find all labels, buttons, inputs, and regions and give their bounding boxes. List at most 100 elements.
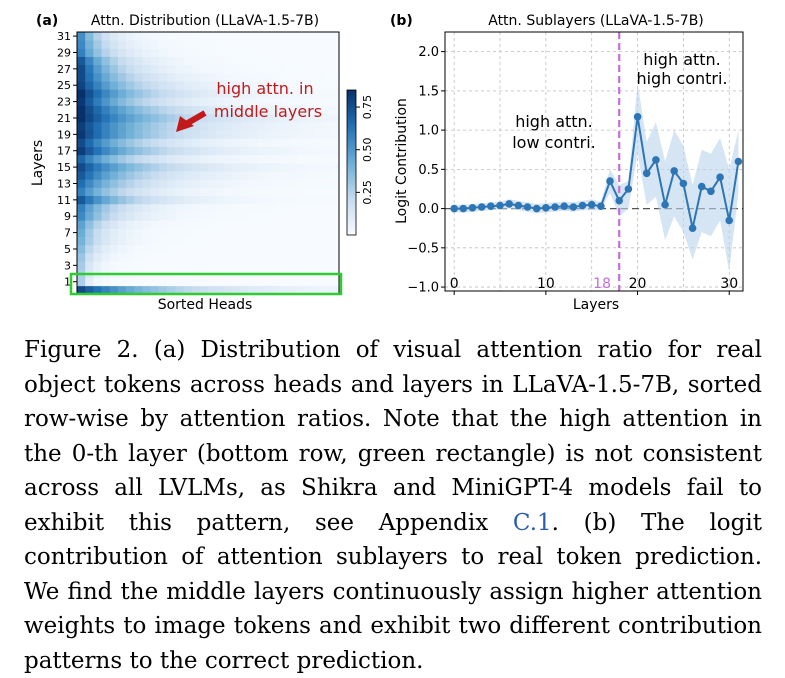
heatmap-cell: [85, 56, 94, 66]
heatmap-cell: [240, 64, 250, 74]
heatmap-cell: [117, 130, 127, 139]
appendix-link[interactable]: C.1: [512, 509, 552, 536]
heatmap-cell: [298, 195, 307, 205]
heatmap-cell: [191, 81, 201, 90]
heatmap-cell: [330, 40, 340, 49]
line-x-label: Layers: [573, 297, 619, 313]
heatmap-cell: [109, 113, 119, 123]
heatmap-cell: [265, 228, 274, 237]
heatmap-cell: [191, 171, 201, 180]
heatmap-cell: [248, 138, 258, 147]
heatmap-cell: [281, 64, 291, 74]
heatmap-cell: [117, 179, 127, 188]
heatmap-cell: [183, 146, 192, 156]
data-point: [487, 202, 495, 210]
series-line: [454, 116, 740, 229]
heatmap-cell: [77, 220, 86, 229]
data-point: [707, 187, 715, 196]
heatmap-cell: [167, 56, 176, 66]
heatmap-cell: [240, 105, 250, 115]
line-x-tick-label: 20: [629, 276, 647, 292]
heatmap-cell: [289, 179, 299, 188]
heatmap-cell: [273, 40, 282, 49]
heatmap-cell: [224, 228, 233, 237]
heatmap-cell: [208, 105, 217, 115]
heatmap-cell: [126, 277, 135, 287]
heatmap-cell: [101, 72, 111, 82]
heatmap-cell: [101, 56, 111, 66]
heatmap-cell: [150, 203, 160, 213]
heatmap-cell: [289, 113, 299, 123]
heatmap-cell: [142, 81, 151, 90]
heatmap-cell: [314, 171, 323, 180]
heatmap-cell: [175, 220, 184, 229]
heatmap-cell: [330, 277, 340, 287]
heatmap-cell: [101, 171, 111, 180]
heatmap-cell: [117, 97, 127, 106]
heatmap-cell: [248, 187, 258, 197]
heatmap-cell: [167, 89, 176, 98]
heatmap-cell: [175, 40, 184, 49]
heatmap-cell: [281, 285, 291, 295]
heatmap-cell: [142, 203, 151, 213]
heatmap-cell: [281, 195, 291, 205]
heatmap-cell: [240, 72, 250, 82]
heatmap-cell: [289, 40, 299, 49]
heatmap-cell: [289, 56, 299, 66]
heatmap-cell: [289, 285, 299, 295]
data-point: [615, 196, 623, 205]
heatmap-cell: [314, 56, 323, 66]
heatmap-cell: [93, 244, 102, 254]
heatmap-cell: [216, 40, 225, 49]
heatmap-cell: [306, 56, 315, 66]
heatmap-cell: [77, 89, 86, 98]
heatmap-cell: [322, 146, 332, 156]
heatmap-cell: [257, 130, 266, 139]
heatmap-cell: [298, 179, 307, 188]
heatmap-cell: [232, 154, 242, 164]
heatmap-cell: [199, 32, 209, 41]
heatmap-cell: [240, 56, 250, 66]
heatmap-cell: [134, 32, 143, 41]
heatmap-cell: [224, 122, 233, 131]
heatmap-cell: [167, 187, 176, 197]
heatmap-cell: [109, 253, 119, 262]
heatmap-cell: [273, 163, 282, 172]
heatmap-cell: [109, 285, 119, 295]
heatmap-cell: [167, 179, 176, 188]
heatmap-cell: [273, 187, 282, 197]
heatmap-cell: [273, 97, 282, 106]
line-y-tick-label: 2.0: [418, 45, 439, 60]
heatmap-cell: [142, 113, 151, 123]
heatmap-cell: [306, 130, 315, 139]
heatmap-cell: [183, 203, 192, 213]
heatmap-cell: [298, 64, 307, 74]
heatmap-cell: [85, 105, 94, 115]
heatmap-cell: [142, 154, 151, 164]
heatmap-cell: [289, 146, 299, 156]
heatmap-cell: [216, 261, 225, 270]
heatmap-cell: [322, 195, 332, 205]
heatmap-cell: [281, 187, 291, 197]
heatmap-cell: [199, 89, 209, 98]
heatmap-cell: [93, 236, 102, 246]
heatmap-cell: [306, 244, 315, 254]
heatmap-cell: [158, 122, 168, 131]
heatmap-cell: [289, 187, 299, 197]
heatmap-y-tick-label: 11: [57, 194, 71, 207]
heatmap-cell: [117, 277, 127, 287]
heatmap-cell: [273, 138, 282, 147]
data-point: [542, 204, 550, 212]
line-x-tick-label: 30: [720, 276, 738, 292]
heatmap-cell: [257, 195, 266, 205]
heatmap-cell: [150, 220, 160, 229]
heatmap-cell: [85, 146, 94, 156]
heatmap-cell: [248, 154, 258, 164]
heatmap-cell: [77, 122, 86, 131]
heatmap-cell: [240, 171, 250, 180]
heatmap-cell: [240, 146, 250, 156]
heatmap-cell: [109, 48, 119, 57]
heatmap-cell: [257, 48, 266, 57]
heatmap-y-tick-label: 13: [57, 177, 71, 190]
heatmap-cell: [265, 138, 274, 147]
